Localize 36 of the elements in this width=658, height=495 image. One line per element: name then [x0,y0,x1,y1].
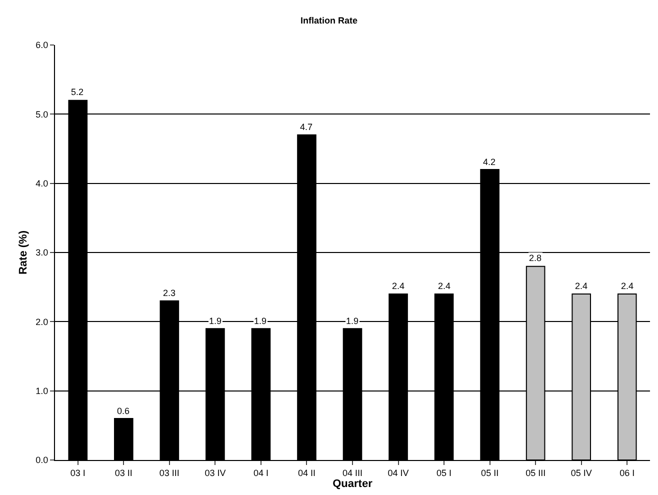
y-tick-label: 0.0 [36,455,48,466]
x-tick-label: 03 II [114,468,132,478]
y-tick-label: 2.0 [36,316,48,327]
x-tick-label: 05 I [436,468,452,478]
data-label: 2.4 [392,281,405,291]
x-tick-label: 03 I [70,468,86,478]
data-label: 2.4 [575,281,588,291]
x-tick-label: 03 III [159,468,180,478]
x-tick-label: 05 III [526,468,546,478]
data-label: 2.8 [529,253,542,263]
x-tick-label: 05 II [481,468,499,478]
y-tick-label: 5.0 [36,109,48,120]
x-tick-label: 04 III [342,468,363,478]
x-tick-label: 04 IV [388,468,409,478]
y-tick-label: 3.0 [36,248,48,258]
data-label: 2.4 [621,281,634,291]
data-label: 2.4 [438,281,451,291]
y-tick-label: 1.0 [36,386,48,396]
y-axis-title: Rate (%) [17,230,30,275]
x-tick-label: 04 II [298,468,316,478]
chart-title: Inflation Rate [300,16,358,26]
data-label: 5.2 [71,87,84,97]
data-label: 1.9 [209,316,222,326]
y-tick-label: 6.0 [36,40,48,50]
y-tick-label: 4.0 [36,178,48,188]
x-tick-label: 03 IV [204,468,226,478]
x-tick-label: 06 I [620,468,635,478]
data-label: 4.7 [300,122,313,132]
x-tick-label: 05 IV [570,468,592,478]
x-tick-label: 04 I [253,468,268,478]
data-label: 2.3 [163,288,176,298]
data-label: 1.9 [254,316,267,326]
x-axis-title: Quarter [332,478,374,490]
data-label: 4.2 [483,157,496,167]
data-label: 0.6 [117,406,130,416]
data-label: 1.9 [346,316,359,326]
